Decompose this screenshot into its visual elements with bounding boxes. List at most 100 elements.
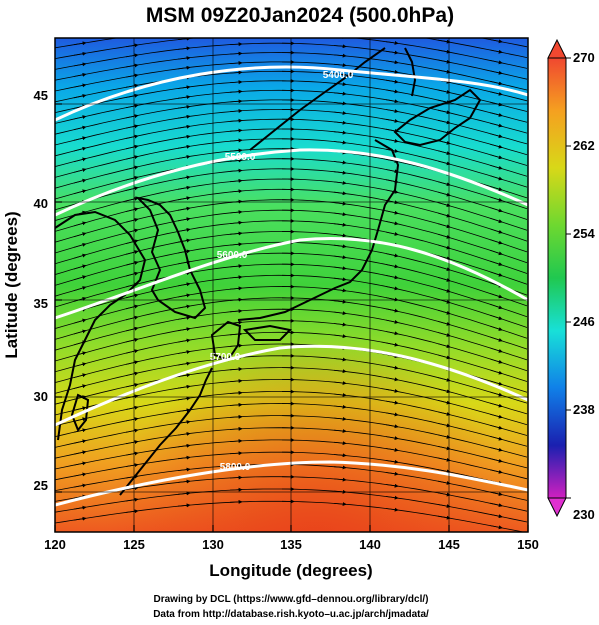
wind-arrow	[334, 255, 347, 260]
wind-arrow	[490, 133, 503, 138]
wind-arrow	[125, 93, 139, 98]
wind-arrow	[73, 483, 87, 488]
wind-arrow	[490, 336, 503, 342]
wind-arrow	[386, 79, 399, 84]
wind-arrow	[490, 228, 503, 234]
wind-arrow	[125, 165, 139, 170]
wind-arrow	[229, 42, 243, 47]
y-tick-label: 30	[34, 389, 48, 404]
wind-arrow	[334, 322, 347, 327]
wind-arrow	[73, 51, 87, 56]
wind-arrow	[73, 318, 87, 324]
wind-arrow	[73, 168, 87, 173]
x-tick-label: 125	[123, 537, 145, 552]
y-axis-label: Latitude (degrees)	[2, 211, 21, 358]
colorbar-ticks	[566, 57, 571, 499]
colorbar-tick-label: 238	[573, 402, 595, 417]
wind-arrow	[334, 160, 347, 165]
wind-arrow	[229, 264, 243, 269]
x-tick-label: 150	[517, 537, 539, 552]
contour-label-5500: 5500.0	[225, 152, 256, 163]
wind-arrow	[125, 196, 139, 202]
wind-arrow	[125, 250, 139, 255]
wind-arrow	[125, 43, 139, 48]
x-tick-label: 130	[202, 537, 224, 552]
wind-arrow	[334, 381, 347, 386]
wind-arrow	[490, 502, 503, 508]
wind-arrow	[177, 175, 191, 180]
wind-arrow	[125, 337, 139, 343]
wind-arrow	[73, 264, 87, 270]
wind-arrow	[386, 50, 399, 55]
wind-arrow	[334, 201, 347, 206]
wind-arrow	[229, 231, 243, 236]
colorbar-body	[547, 57, 567, 499]
wind-arrow	[229, 51, 243, 56]
wind-arrow	[334, 357, 347, 362]
wind-arrow	[334, 502, 347, 507]
wind-arrow	[229, 487, 243, 492]
wind-arrow	[177, 479, 191, 484]
wind-arrow	[334, 63, 347, 68]
wind-arrow	[438, 492, 451, 497]
wind-arrow	[177, 491, 191, 496]
height-contours	[55, 65, 528, 507]
wind-arrow	[229, 128, 243, 133]
wind-arrow	[490, 249, 503, 256]
wind-arrow	[334, 170, 347, 175]
wind-arrow	[342, 38, 347, 39]
wind-arrow	[438, 119, 451, 125]
contour-line-5800	[55, 460, 528, 507]
wind-arrow	[177, 467, 191, 472]
wind-arrow	[125, 239, 139, 244]
contour-line-5400	[55, 65, 528, 122]
wind-arrow	[438, 400, 451, 405]
wind-arrow	[438, 109, 451, 115]
wind-arrow	[437, 309, 451, 315]
wind-arrow	[438, 39, 451, 44]
wind-arrow	[334, 140, 347, 145]
wind-arrow	[177, 56, 191, 61]
wind-arrow	[437, 244, 451, 250]
wind-arrow	[490, 175, 503, 181]
wind-arrow	[386, 189, 399, 194]
graticule	[55, 38, 528, 532]
wind-arrow	[125, 428, 139, 433]
wind-arrow	[490, 469, 503, 474]
wind-arrow	[386, 60, 399, 65]
wind-arrow	[229, 343, 243, 348]
wind-arrow	[438, 446, 451, 451]
wind-arrow	[386, 400, 399, 405]
wind-arrow	[177, 185, 191, 190]
wind-arrow	[229, 475, 243, 480]
wind-arrow	[229, 242, 243, 247]
wind-arrow	[177, 327, 191, 332]
wind-arrow	[334, 91, 347, 96]
wind-arrow	[334, 233, 347, 238]
wind-arrow	[438, 30, 450, 32]
wind-arrow	[490, 196, 503, 202]
wind-arrow	[229, 189, 243, 194]
wind-arrow	[334, 477, 347, 482]
wind-arrow	[438, 457, 451, 462]
wind-arrow	[438, 423, 451, 428]
wind-arrow	[229, 309, 243, 314]
wind-arrow	[490, 380, 503, 386]
wind-arrow	[334, 453, 347, 458]
wind-arrow	[125, 83, 139, 88]
chart-title: MSM 09Z20Jan2024 (500.0hPa)	[146, 4, 454, 27]
wind-arrow	[334, 44, 347, 49]
colorbar-top-arrow	[547, 38, 567, 59]
wind-arrow	[490, 447, 503, 452]
wind-arrow	[386, 253, 399, 258]
wind-arrow	[386, 40, 399, 45]
wind-arrow	[386, 264, 399, 269]
wind-arrow	[490, 260, 503, 266]
wind-arrow	[490, 358, 503, 364]
wind-arrow	[386, 231, 399, 236]
wind-arrow	[177, 361, 191, 366]
colorbar-bottom-arrow	[547, 497, 567, 518]
wind-arrow	[229, 138, 243, 143]
wind-arrow	[125, 405, 139, 410]
wind-arrow	[334, 299, 347, 304]
